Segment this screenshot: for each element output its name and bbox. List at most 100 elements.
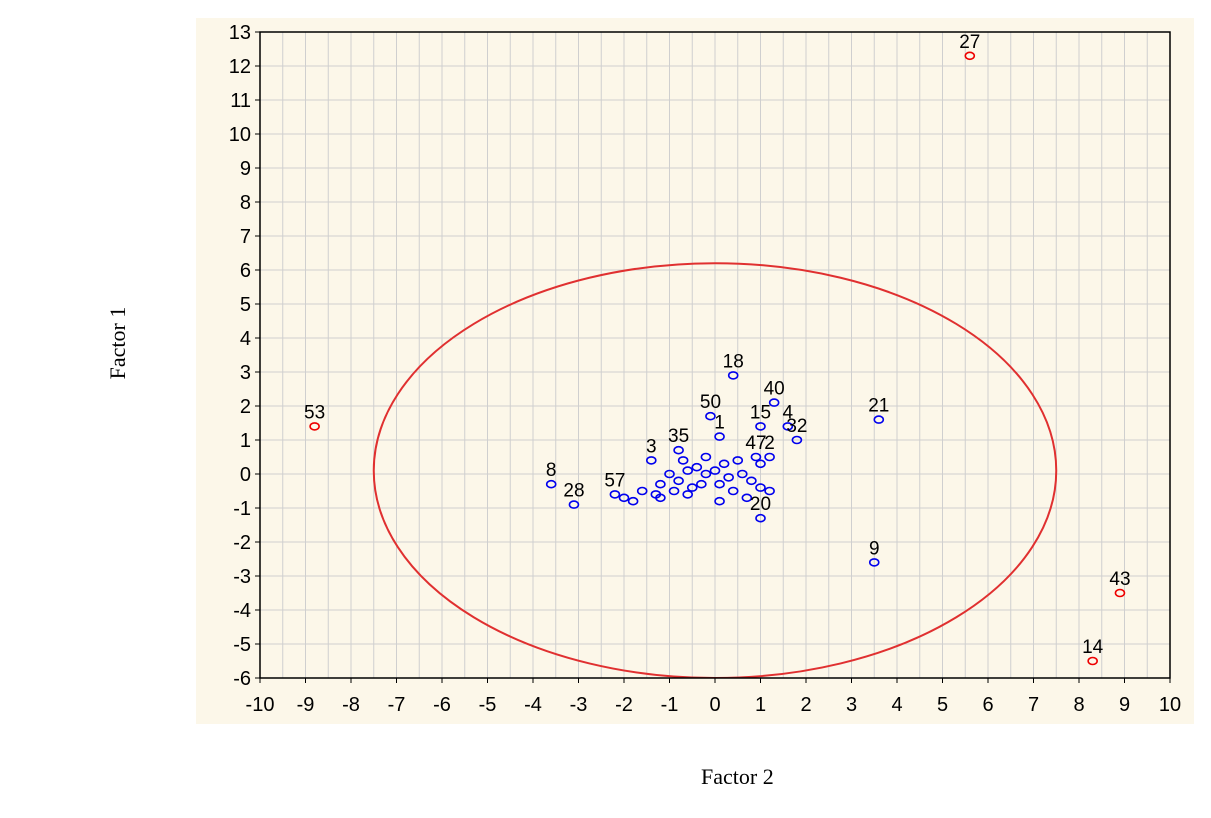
point-label-57: 57 — [604, 470, 625, 491]
data-point-3 — [645, 456, 657, 465]
data-point-4 — [782, 422, 794, 431]
outlier-label-43: 43 — [1109, 569, 1130, 590]
data-point-21 — [873, 415, 885, 424]
data-point — [682, 466, 694, 475]
y-tick-label: -4 — [233, 600, 251, 622]
data-point — [682, 490, 694, 499]
point-label-1: 1 — [714, 413, 725, 434]
x-tick-label: 7 — [1028, 694, 1039, 716]
data-point — [677, 456, 689, 465]
data-point — [686, 483, 698, 492]
data-point-15 — [755, 422, 766, 431]
point-label-35: 35 — [668, 426, 689, 447]
data-point — [727, 486, 739, 496]
point-label-9: 9 — [869, 538, 880, 559]
data-point — [718, 459, 730, 469]
point-label-28: 28 — [563, 481, 584, 502]
data-point — [655, 479, 666, 489]
point-label-8: 8 — [546, 460, 557, 481]
x-tick-label: -3 — [570, 694, 588, 716]
outlier-point-53 — [309, 422, 320, 431]
y-tick-label: 7 — [240, 226, 251, 248]
y-tick-label: 13 — [229, 22, 251, 44]
data-point-18 — [727, 371, 739, 380]
data-point — [691, 462, 703, 472]
y-tick-label: -3 — [233, 566, 251, 588]
y-tick-label: 8 — [240, 192, 251, 214]
y-tick-label: 0 — [240, 464, 251, 486]
data-point-57 — [609, 490, 621, 499]
y-tick-label: 5 — [240, 294, 251, 316]
x-axis-ticks: -10 -9 -8 -7 -6 -5 -4 -3 -2 -1 0 1 2 3 4 5 6 7 8 9 10 — [246, 678, 1181, 716]
point-label-50: 50 — [700, 392, 721, 413]
x-tick-label: 0 — [709, 694, 720, 716]
x-tick-label: -10 — [246, 694, 275, 716]
data-point — [700, 452, 712, 462]
y-tick-label: -1 — [233, 498, 251, 520]
confidence-ellipse — [372, 262, 1058, 678]
data-point — [736, 469, 748, 479]
data-point — [700, 469, 712, 479]
x-tick-label: -5 — [479, 694, 497, 716]
point-label-21: 21 — [868, 396, 889, 417]
x-tick-label: -4 — [524, 694, 542, 716]
data-point — [664, 469, 675, 479]
data-point — [655, 493, 666, 503]
data-point — [764, 486, 775, 496]
point-label-40: 40 — [764, 379, 785, 400]
point-label-20: 20 — [750, 494, 771, 515]
data-point-47 — [750, 452, 762, 462]
y-tick-label: -6 — [233, 668, 251, 690]
data-point — [755, 459, 766, 469]
y-tick-label: 3 — [240, 362, 251, 384]
x-tick-label: 4 — [891, 694, 902, 716]
point-label-15: 15 — [750, 402, 771, 423]
point-label-4: 4 — [783, 402, 794, 423]
x-tick-label: -7 — [388, 694, 406, 716]
data-point — [668, 486, 680, 496]
data-point — [741, 493, 753, 503]
x-tick-label: 10 — [1159, 694, 1181, 716]
x-tick-label: -8 — [342, 694, 360, 716]
y-tick-label: -5 — [233, 634, 251, 656]
outlier-point-43 — [1114, 588, 1126, 598]
data-point-20 — [755, 513, 766, 523]
data-point — [723, 473, 734, 482]
y-tick-label: 12 — [229, 56, 251, 78]
y-tick-label: 10 — [229, 124, 251, 146]
data-point-28 — [568, 500, 580, 509]
data-point-35 — [673, 445, 684, 455]
data-point-2 — [764, 452, 775, 462]
y-tick-label: 4 — [240, 328, 251, 350]
y-tick-label: 1 — [240, 430, 251, 452]
data-point-32 — [791, 435, 803, 445]
x-tick-label: 6 — [982, 694, 993, 716]
data-point-40 — [768, 398, 780, 407]
outlier-point-27 — [964, 51, 976, 61]
data-point — [755, 483, 766, 492]
data-point-50 — [705, 411, 716, 421]
x-tick-label: -1 — [661, 694, 679, 716]
y-tick-label: 11 — [230, 90, 251, 112]
data-point — [636, 486, 648, 496]
outlier-label-14: 14 — [1082, 637, 1104, 658]
data-point — [709, 466, 721, 475]
x-tick-label: 5 — [937, 694, 948, 716]
point-label-3: 3 — [646, 436, 657, 457]
x-tick-label: 1 — [755, 694, 766, 716]
y-axis-title: Factor 1 — [105, 306, 130, 380]
x-tick-label: 9 — [1119, 694, 1130, 716]
y-tick-label: 2 — [240, 396, 251, 418]
data-point — [714, 496, 725, 506]
grid — [259, 31, 1171, 679]
point-label-18: 18 — [723, 351, 744, 372]
x-tick-label: 2 — [800, 694, 811, 716]
data-point — [732, 456, 744, 465]
x-tick-label: -2 — [615, 694, 633, 716]
x-tick-label: -6 — [433, 694, 451, 716]
data-point — [627, 496, 639, 506]
outlier-label-27: 27 — [959, 32, 980, 53]
point-label-32: 32 — [786, 416, 807, 437]
